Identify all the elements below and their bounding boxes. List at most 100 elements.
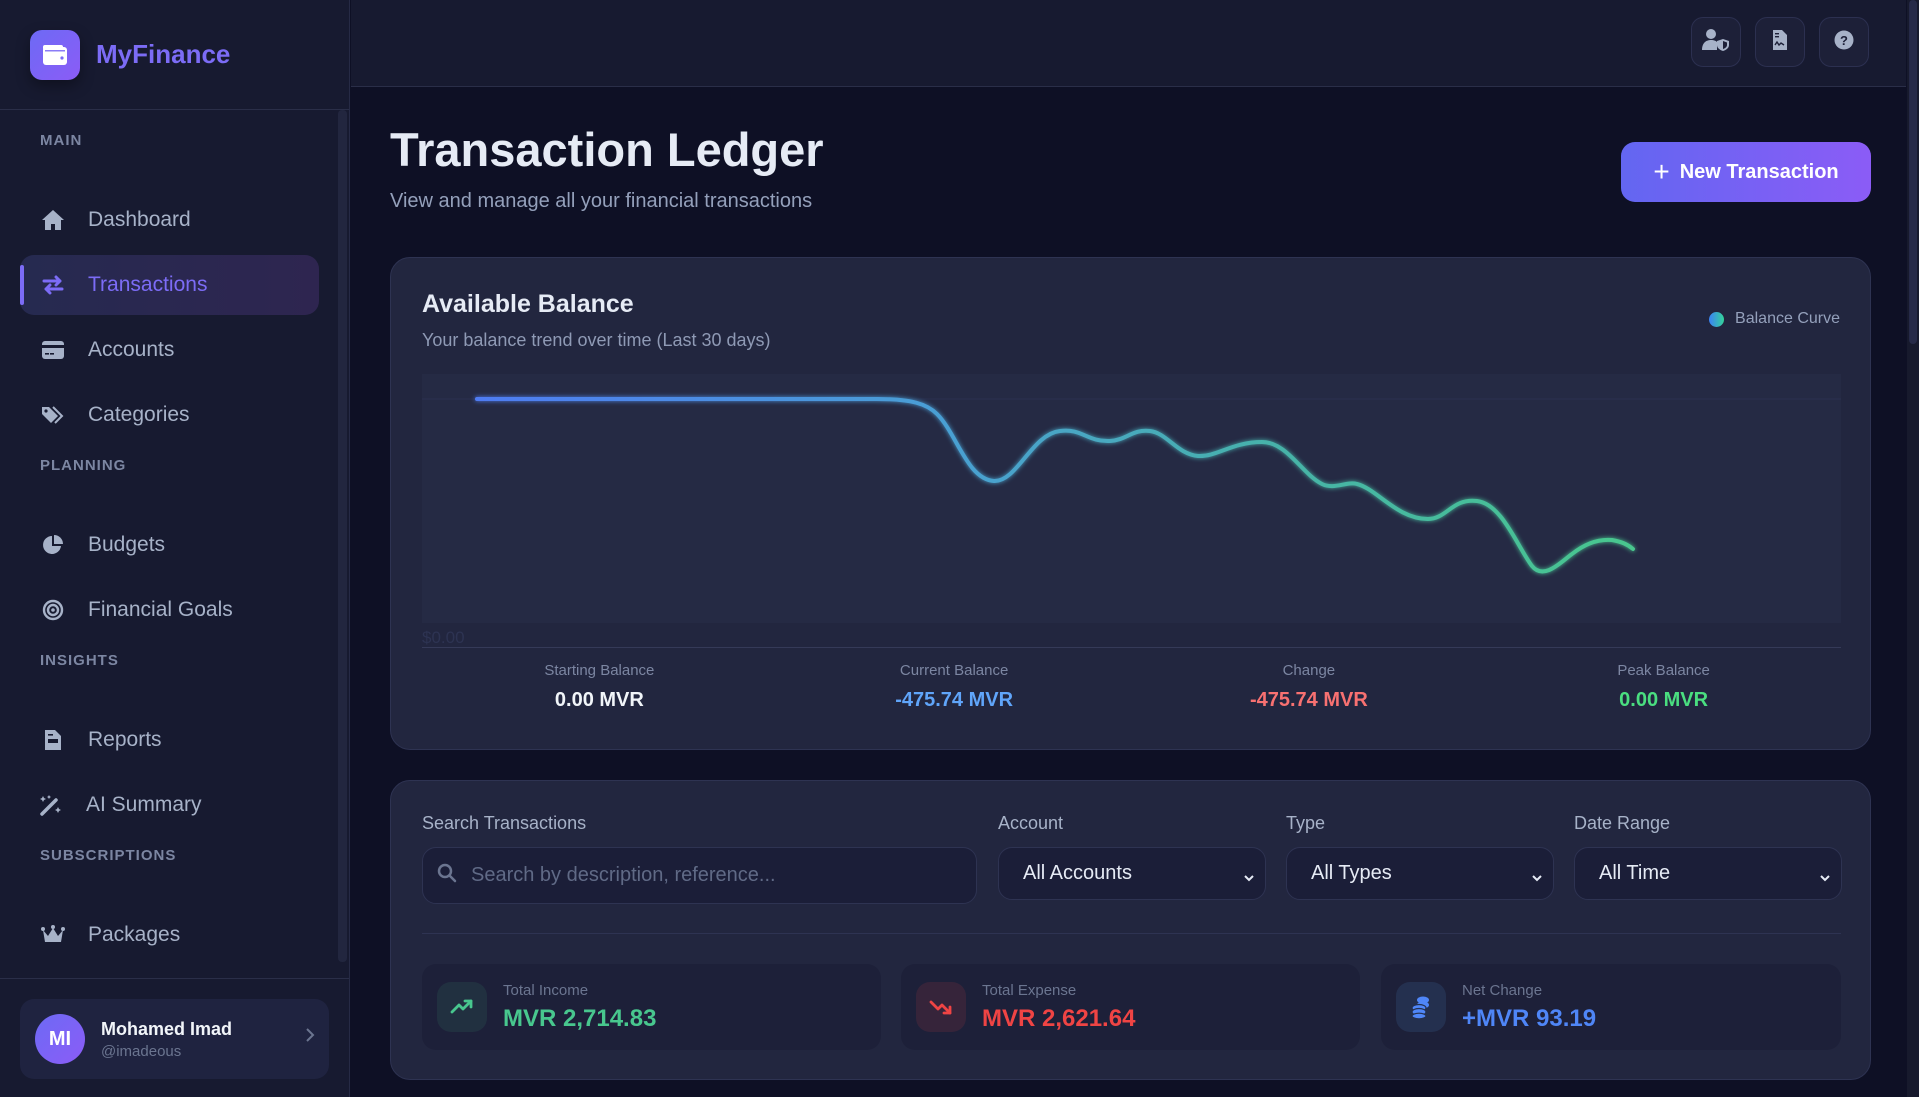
stat-value: -475.74 MVR xyxy=(895,689,1014,711)
stat-label: Change xyxy=(1282,662,1336,679)
file-signature-icon xyxy=(1772,29,1788,56)
topbar: ? xyxy=(351,0,1906,87)
type-select-value: All Types xyxy=(1311,862,1392,884)
sidebar-item-packages[interactable]: Packages xyxy=(20,905,319,965)
x-axis-line xyxy=(422,647,1841,648)
document-button[interactable] xyxy=(1755,17,1805,67)
chevron-right-icon xyxy=(305,1027,315,1048)
svg-text:?: ? xyxy=(1840,33,1848,48)
plus-icon: + xyxy=(1653,156,1670,187)
card-title: Available Balance xyxy=(422,290,634,318)
sidebar-item-label: Transactions xyxy=(88,273,208,296)
brand[interactable]: MyFinance xyxy=(0,0,349,110)
legend-label: Balance Curve xyxy=(1735,310,1840,327)
search-field[interactable] xyxy=(422,847,977,904)
sidebar: MyFinance MAIN Dashboard Transactions Ac… xyxy=(0,0,350,1097)
app-name: MyFinance xyxy=(96,39,231,69)
section-label-planning: PLANNING xyxy=(40,457,127,474)
stat-value: -475.74 MVR xyxy=(1249,689,1368,711)
stat-value: 0.00 MVR xyxy=(1619,689,1709,711)
summary-label: Total Income xyxy=(503,981,589,999)
sidebar-item-label: Dashboard xyxy=(88,208,191,231)
balance-stats: Starting Balance 0.00 MVR Current Balanc… xyxy=(422,662,1841,732)
stat-label: Starting Balance xyxy=(544,662,655,679)
sidebar-item-label: Accounts xyxy=(88,338,175,361)
sidebar-scrollbar[interactable] xyxy=(338,110,347,962)
section-label-subscriptions: SUBSCRIPTIONS xyxy=(40,847,177,864)
stat-peak-balance: Peak Balance 0.00 MVR xyxy=(1486,662,1841,732)
type-label: Type xyxy=(1286,813,1326,833)
search-input[interactable] xyxy=(471,864,951,887)
date-range-label: Date Range xyxy=(1574,813,1671,833)
sidebar-item-label: Budgets xyxy=(88,533,166,556)
account-select[interactable]: All Accounts xyxy=(998,847,1266,900)
sidebar-item-financial-goals[interactable]: Financial Goals xyxy=(20,580,319,640)
arrows-exchange-icon xyxy=(40,272,66,298)
pie-chart-icon xyxy=(40,532,66,558)
search-label: Search Transactions xyxy=(422,813,587,833)
search-icon xyxy=(437,863,457,888)
credit-card-icon xyxy=(40,337,66,363)
page-title: Transaction Ledger xyxy=(390,123,824,176)
date-range-select[interactable]: All Time xyxy=(1574,847,1842,900)
user-shield-icon xyxy=(1702,28,1730,57)
avatar: MI xyxy=(35,1014,85,1064)
y-axis-label: $0.00 xyxy=(422,628,465,647)
section-label-main: MAIN xyxy=(40,132,83,149)
summary-net-change: Net Change +MVR 93.19 xyxy=(1381,964,1841,1050)
sidebar-nav: MAIN Dashboard Transactions Accounts Cat… xyxy=(0,110,349,978)
home-icon xyxy=(40,207,66,233)
user-handle: @imadeous xyxy=(101,1042,182,1060)
sidebar-item-transactions[interactable]: Transactions xyxy=(20,255,319,315)
file-report-icon xyxy=(40,727,66,753)
balance-chart[interactable]: $0.00 xyxy=(422,374,1841,650)
stat-label: Peak Balance xyxy=(1617,662,1710,679)
sidebar-item-categories[interactable]: Categories xyxy=(20,385,319,445)
help-button[interactable]: ? xyxy=(1819,17,1869,67)
stat-change: Change -475.74 MVR xyxy=(1132,662,1487,732)
sidebar-item-budgets[interactable]: Budgets xyxy=(20,515,319,575)
new-transaction-button[interactable]: + New Transaction xyxy=(1621,142,1871,202)
sidebar-item-accounts[interactable]: Accounts xyxy=(20,320,319,380)
card-subtitle: Your balance trend over time (Last 30 da… xyxy=(422,330,771,350)
target-icon xyxy=(40,597,66,623)
scrollbar-thumb[interactable] xyxy=(1909,0,1917,344)
stat-label: Current Balance xyxy=(899,662,1009,679)
type-select[interactable]: All Types xyxy=(1286,847,1554,900)
sidebar-item-label: Financial Goals xyxy=(88,598,233,621)
chart-legend: Balance Curve xyxy=(1709,310,1840,328)
sidebar-item-label: Categories xyxy=(88,403,190,426)
sidebar-item-reports[interactable]: Reports xyxy=(20,710,319,770)
sidebar-footer: MI Mohamed Imad @imadeous xyxy=(0,978,349,1097)
page-scrollbar[interactable] xyxy=(1907,0,1919,1097)
trending-up-icon xyxy=(437,982,487,1032)
section-label-insights: INSIGHTS xyxy=(40,652,119,669)
user-profile-card[interactable]: MI Mohamed Imad @imadeous xyxy=(20,999,329,1079)
crown-icon xyxy=(40,922,66,948)
account-label: Account xyxy=(998,813,1064,833)
sidebar-item-ai-summary[interactable]: AI Summary xyxy=(20,775,319,835)
sidebar-item-dashboard[interactable]: Dashboard xyxy=(20,190,319,250)
sidebar-item-label: AI Summary xyxy=(86,793,202,816)
filters-card: Search Transactions Account All Accounts… xyxy=(390,780,1871,1080)
sidebar-item-label: Reports xyxy=(88,728,162,751)
stat-value: 0.00 MVR xyxy=(554,689,644,711)
magic-wand-icon xyxy=(38,792,64,818)
account-select-value: All Accounts xyxy=(1023,862,1132,884)
stat-starting-balance: Starting Balance 0.00 MVR xyxy=(422,662,777,732)
legend-dot-icon xyxy=(1709,311,1725,327)
help-circle-icon: ? xyxy=(1834,30,1854,55)
chart-plot-area xyxy=(422,374,1841,623)
new-transaction-label: New Transaction xyxy=(1679,160,1839,183)
trending-down-icon xyxy=(916,982,966,1032)
stat-current-balance: Current Balance -475.74 MVR xyxy=(777,662,1132,732)
summary-value: +MVR 93.19 xyxy=(1462,1004,1597,1032)
user-security-button[interactable] xyxy=(1691,17,1741,67)
chevron-down-icon xyxy=(1819,866,1831,889)
user-name: Mohamed Imad xyxy=(101,1018,233,1039)
summary-label: Total Expense xyxy=(982,981,1077,999)
summary-total-income: Total Income MVR 2,714.83 xyxy=(422,964,881,1050)
divider xyxy=(422,933,1841,934)
summary-label: Net Change xyxy=(1462,981,1543,999)
summary-value: MVR 2,621.64 xyxy=(982,1004,1136,1032)
